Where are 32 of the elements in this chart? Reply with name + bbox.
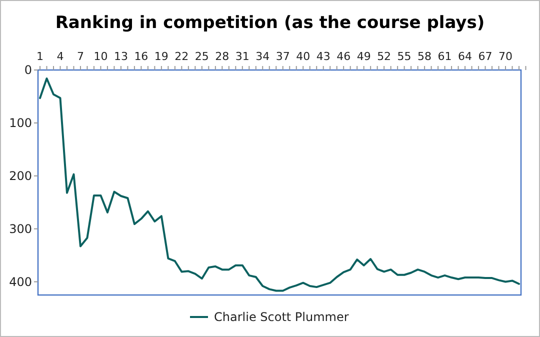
x-tick-label: 61 <box>438 50 452 63</box>
y-tick-label: 400 <box>9 274 32 289</box>
x-tick-label: 52 <box>377 50 392 63</box>
x-tick-label: 64 <box>458 50 472 63</box>
x-tick-label: 49 <box>356 50 371 63</box>
x-tick-label: 46 <box>336 50 351 63</box>
x-tick-label: 13 <box>114 50 128 63</box>
x-tick-label: 10 <box>94 50 108 63</box>
x-tick-label: 19 <box>154 50 168 63</box>
x-tick-label: 58 <box>418 50 432 63</box>
x-tick-label: 43 <box>316 50 330 63</box>
legend-label: Charlie Scott Plummer <box>214 310 349 324</box>
x-tick-label: 70 <box>498 50 513 63</box>
x-tick-label: 16 <box>134 50 148 63</box>
y-tick-label: 0 <box>24 63 32 78</box>
line-series <box>39 77 520 292</box>
x-tick-label: 67 <box>478 50 492 63</box>
y-tick-label: 100 <box>9 116 32 130</box>
x-tick-label: 40 <box>296 50 310 63</box>
x-tick-label: 37 <box>276 50 290 63</box>
y-tick-label: 300 <box>9 222 32 236</box>
x-tick-label: 28 <box>215 50 230 63</box>
x-tick-label: 55 <box>397 50 412 63</box>
x-tick-label: 22 <box>174 50 189 63</box>
chart-title: Ranking in competition (as the course plays) <box>55 13 485 33</box>
x-tick-label: 1 <box>36 50 44 63</box>
x-tick-label: 4 <box>56 50 64 63</box>
x-tick-label: 34 <box>256 50 270 63</box>
x-tick-label: 7 <box>76 50 84 63</box>
y-tick-label: 200 <box>9 169 32 184</box>
x-tick-label: 25 <box>194 50 209 63</box>
x-tick-label: 31 <box>235 50 250 63</box>
